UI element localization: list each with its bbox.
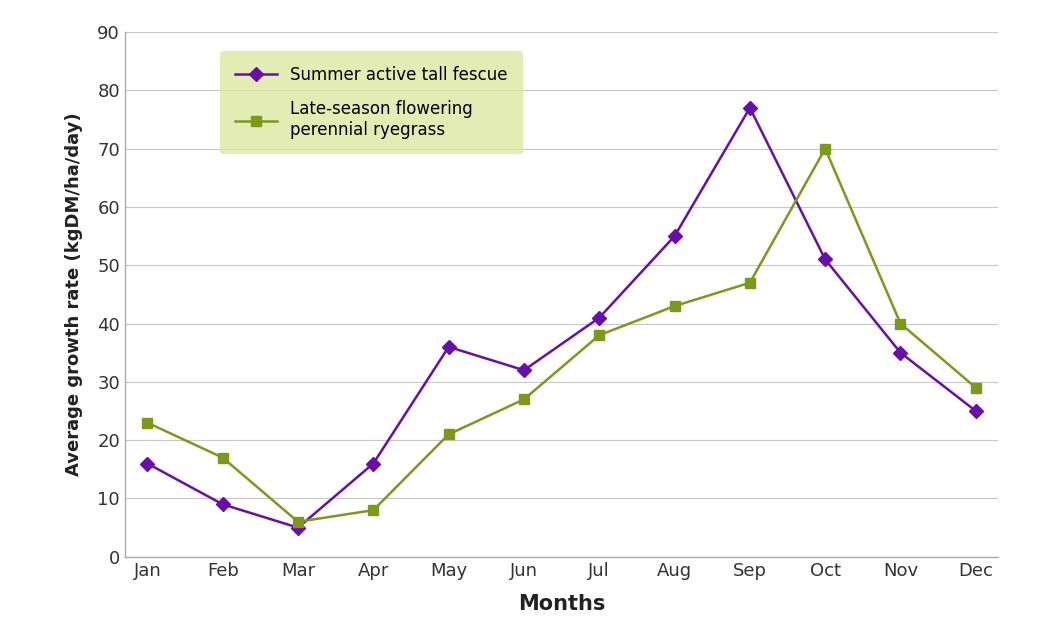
Y-axis label: Average growth rate (kgDM/ha/day): Average growth rate (kgDM/ha/day) (66, 113, 83, 476)
X-axis label: Months: Months (518, 593, 605, 614)
Legend: Summer active tall fescue, Late-season flowering
perennial ryegrass: Summer active tall fescue, Late-season f… (220, 51, 523, 154)
